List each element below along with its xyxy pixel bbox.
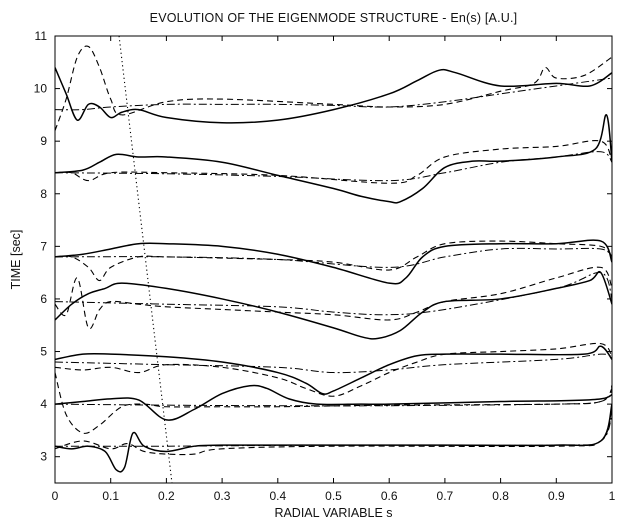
y-tick-label: 7 [40, 239, 47, 253]
series-line-21-dashdot [55, 77, 612, 111]
y-axis: 3 4 5 6 7 8 9 10 11 [34, 29, 612, 464]
x-tick-label: 0.5 [325, 489, 342, 503]
series-line-16-solid [55, 114, 612, 204]
series-line-15-dashdot [55, 247, 612, 268]
x-tick-label: 0.8 [492, 489, 509, 503]
series-line-5-dashed [55, 372, 612, 434]
y-tick-label: 6 [40, 292, 47, 306]
series-line-11-dashed [55, 266, 612, 330]
series-line-12-dashdot [55, 272, 612, 316]
plot-area [55, 36, 612, 483]
y-tick-label: 3 [40, 450, 47, 464]
series-line-10-solid [55, 270, 612, 340]
plot-frame [54, 35, 613, 484]
series-line-3-dashdot [55, 414, 612, 447]
y-tick-label: 11 [35, 29, 48, 43]
y-tick-label: 4 [40, 397, 47, 411]
series-line-9-dashdot [55, 353, 612, 374]
x-tick-label: 1 [609, 489, 616, 503]
y-tick-label: 10 [34, 82, 48, 96]
x-tick-label: 0.9 [548, 489, 565, 503]
series-line-19-solid [55, 67, 612, 124]
x-tick-label: 0.3 [214, 489, 231, 503]
x-tick-label: 0 [52, 489, 59, 503]
x-tick-label: 0.6 [381, 489, 398, 503]
series-line-14-dashed [55, 240, 612, 282]
series-line-22-dotted [118, 36, 173, 483]
series-line-8-dashed [55, 342, 612, 397]
series-line-1-solid [55, 403, 612, 473]
series-line-6-dashdot [55, 390, 612, 407]
series-line-20-dashed [55, 45, 612, 131]
x-tick-label: 0.7 [437, 489, 454, 503]
y-tick-label: 9 [40, 134, 47, 148]
x-axis-label: RADIAL VARIABLE s [274, 506, 392, 520]
y-axis-label: TIME [sec] [9, 230, 23, 290]
y-tick-label: 5 [40, 345, 47, 359]
series-line-4-solid [55, 384, 612, 421]
x-axis: 0 0.1 0.2 0.3 0.4 0.5 0.6 0.7 0.8 0.9 1 [52, 36, 616, 503]
series-line-17-dashed [55, 140, 612, 184]
chart-title: EVOLUTION OF THE EIGENMODE STRUCTURE - E… [150, 11, 518, 25]
x-tick-label: 0.2 [158, 489, 175, 503]
series-line-2-dashed [55, 409, 612, 456]
series-line-13-solid [55, 239, 612, 285]
x-tick-label: 0.1 [102, 489, 119, 503]
y-tick-label: 8 [40, 187, 47, 201]
series-line-18-dashdot [55, 151, 612, 182]
x-tick-label: 0.4 [269, 489, 286, 503]
series-line-7-solid [55, 345, 612, 395]
